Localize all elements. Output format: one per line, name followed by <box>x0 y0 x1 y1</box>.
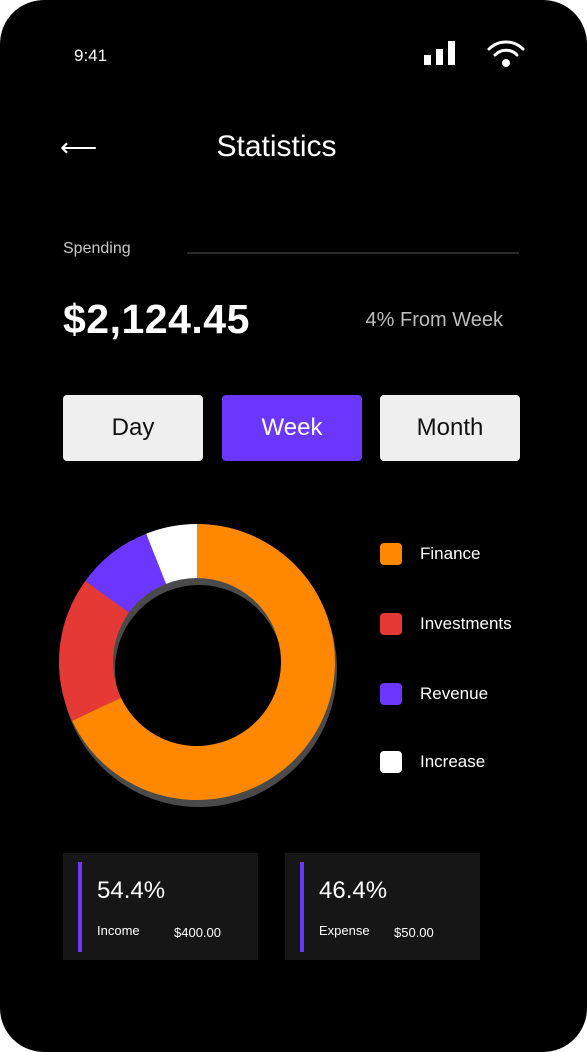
legend-label: Revenue <box>420 684 489 703</box>
legend-swatch-increase <box>380 751 402 773</box>
legend-swatch-finance <box>380 543 402 565</box>
income-card[interactable]: 54.4% Income $400.00 <box>63 853 258 960</box>
legend-swatch-revenue <box>380 683 402 705</box>
expense-value: $50.00 <box>394 925 434 940</box>
wifi-icon <box>487 40 525 67</box>
tab-month[interactable]: Month <box>380 395 520 461</box>
legend-item-revenue: Revenue <box>380 682 488 706</box>
income-value: $400.00 <box>174 925 221 940</box>
spending-donut-chart <box>59 524 337 807</box>
spending-label: Spending <box>63 240 131 257</box>
legend-label: Investments <box>420 614 512 633</box>
spending-change: 4% From Week <box>365 309 503 331</box>
legend-label: Finance <box>420 544 481 563</box>
income-percent: 54.4% <box>97 877 166 904</box>
back-arrow-icon[interactable]: ⟵ <box>60 132 98 162</box>
page-title: Statistics <box>216 130 337 163</box>
tab-day[interactable]: Day <box>63 395 203 461</box>
cellular-signal-icon <box>424 41 456 65</box>
status-time: 9:41 <box>74 46 108 65</box>
expense-percent: 46.4% <box>319 877 388 904</box>
expense-card[interactable]: 46.4% Expense $50.00 <box>285 853 480 960</box>
legend-label: Increase <box>420 752 486 771</box>
card-accent-bar <box>300 862 304 952</box>
spending-amount: $2,124.45 <box>63 296 250 342</box>
donut-slice-finance <box>72 524 335 800</box>
divider <box>187 252 519 254</box>
income-label: Income <box>97 923 140 938</box>
expense-label: Expense <box>319 923 370 938</box>
legend-item-finance: Finance <box>380 542 480 566</box>
legend-swatch-investments <box>380 613 402 635</box>
legend-item-increase: Increase <box>380 750 485 774</box>
donut-slice-revenue <box>85 533 167 613</box>
legend-item-investments: Investments <box>380 612 512 636</box>
card-accent-bar <box>78 862 82 952</box>
donut-slice-increase <box>146 524 197 584</box>
tab-week[interactable]: Week <box>222 395 362 461</box>
donut-slice-investments <box>59 580 130 721</box>
